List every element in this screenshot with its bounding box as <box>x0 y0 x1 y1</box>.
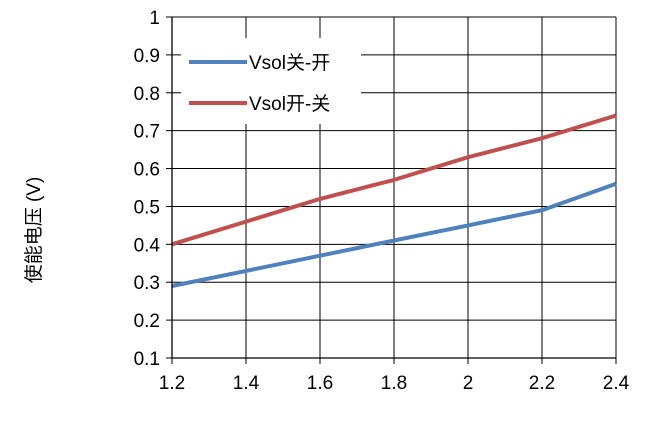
axes <box>166 16 617 364</box>
x-tick-label: 2.4 <box>603 373 630 394</box>
tick-labels: 0.1 0.2 0.3 0.4 0.5 0.6 0.7 0.8 0.9 1 1.2 1.4 1.6 1.8… <box>134 8 630 394</box>
x-tick-label: 1.6 <box>307 373 333 394</box>
y-tick-label: 0.2 <box>134 311 160 332</box>
y-axis-title: 使能电压 (V) <box>23 177 45 284</box>
y-tick-label: 0.5 <box>134 197 160 218</box>
y-tick-label: 0.1 <box>134 349 160 370</box>
y-tick-label: 0.9 <box>134 46 160 67</box>
x-tick-label: 2.2 <box>529 373 555 394</box>
y-tick-label: 0.4 <box>134 235 161 256</box>
series-line-2 <box>171 113 617 247</box>
y-tick-label: 0.3 <box>134 273 160 294</box>
y-tick-label: 0.7 <box>134 122 160 143</box>
x-tick-label: 2 <box>463 373 474 394</box>
series-lines <box>171 113 617 288</box>
legend-box <box>181 38 361 124</box>
series-line-1 <box>171 181 617 288</box>
x-tick-label: 1.8 <box>381 373 407 394</box>
y-tick-label: 0.6 <box>134 160 160 181</box>
x-tick-label: 1.4 <box>233 373 260 394</box>
legend-label-2: Vsol开-关 <box>249 93 330 115</box>
legend-label-1: Vsol关-开 <box>249 52 330 74</box>
y-tick-label: 1 <box>149 8 160 29</box>
y-tick-label: 0.8 <box>134 84 160 105</box>
x-tick-label: 1.2 <box>159 373 185 394</box>
legend: Vsol关-开 Vsol开-关 <box>181 38 361 124</box>
